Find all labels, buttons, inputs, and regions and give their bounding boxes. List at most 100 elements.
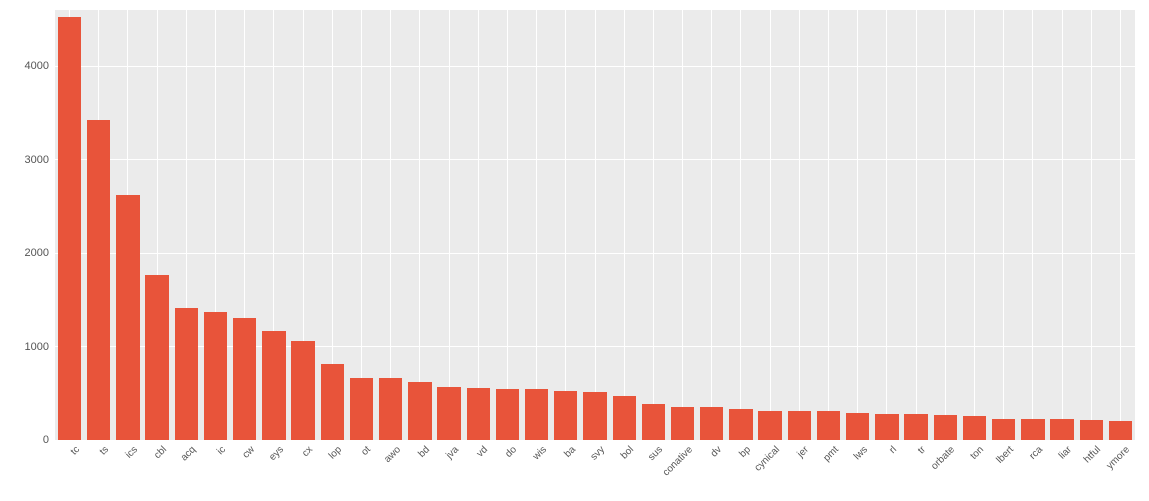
bar	[379, 378, 402, 440]
bar	[934, 415, 957, 440]
y-tick-label: 2000	[25, 247, 55, 259]
x-tick-label: cw	[236, 440, 257, 461]
y-tick-label: 4000	[25, 60, 55, 72]
bar	[58, 17, 81, 440]
x-gridline	[799, 10, 800, 440]
bar	[496, 389, 519, 440]
bar	[262, 331, 285, 440]
x-gridline	[945, 10, 946, 440]
bar	[1080, 420, 1103, 440]
bar	[437, 387, 460, 440]
bar	[729, 409, 752, 440]
x-gridline	[1120, 10, 1121, 440]
x-tick-label: wis	[526, 440, 548, 462]
bar	[350, 378, 373, 440]
x-tick-label: ics	[119, 440, 140, 461]
x-gridline	[770, 10, 771, 440]
bar	[904, 414, 927, 440]
bar	[467, 388, 490, 440]
x-tick-label: cynical	[749, 440, 783, 474]
x-gridline	[653, 10, 654, 440]
y-tick-label: 0	[43, 434, 55, 446]
x-tick-label: htful	[1078, 440, 1103, 465]
x-gridline	[1032, 10, 1033, 440]
bar	[175, 308, 198, 440]
x-tick-label: rca	[1023, 440, 1045, 462]
bar	[1109, 421, 1132, 440]
bar	[963, 416, 986, 440]
x-tick-label: ba	[558, 440, 578, 460]
bar	[291, 341, 314, 440]
x-gridline	[361, 10, 362, 440]
bar	[87, 120, 110, 440]
bar	[875, 414, 898, 440]
bar	[204, 312, 227, 440]
x-gridline	[1003, 10, 1004, 440]
bar	[846, 413, 869, 440]
bar	[525, 389, 548, 440]
x-gridline	[857, 10, 858, 440]
x-tick-label: cx	[296, 440, 315, 459]
x-tick-label: orbate	[925, 440, 957, 472]
bar	[145, 275, 168, 440]
bar	[671, 407, 694, 440]
x-tick-label: bol	[615, 440, 636, 461]
x-gridline	[449, 10, 450, 440]
x-tick-label: bp	[733, 440, 753, 460]
x-tick-label: tc	[64, 440, 82, 458]
x-gridline	[974, 10, 975, 440]
x-tick-label: eys	[263, 440, 286, 463]
bar	[583, 392, 606, 440]
x-tick-label: do	[500, 440, 520, 460]
x-gridline	[624, 10, 625, 440]
x-tick-label: acq	[175, 440, 198, 463]
bar	[1050, 419, 1073, 440]
bar	[788, 411, 811, 440]
x-tick-label: bd	[412, 440, 432, 460]
x-tick-label: jva	[440, 440, 461, 461]
bar	[817, 411, 840, 440]
y-tick-label: 1000	[25, 341, 55, 353]
bar	[642, 404, 665, 440]
x-gridline	[682, 10, 683, 440]
x-gridline	[507, 10, 508, 440]
x-tick-label: tr	[912, 440, 928, 456]
x-gridline	[536, 10, 537, 440]
x-gridline	[478, 10, 479, 440]
x-tick-label: cbl	[148, 440, 169, 461]
bar	[613, 396, 636, 440]
bar	[233, 318, 256, 440]
x-tick-label: ton	[965, 440, 987, 462]
x-tick-label: ts	[93, 440, 111, 458]
x-tick-label: ymore	[1101, 440, 1133, 472]
x-gridline	[595, 10, 596, 440]
x-tick-label: vd	[471, 440, 490, 459]
x-tick-label: pmt	[817, 440, 841, 464]
chart-panel: 01000200030004000tctsicscblacqiccweyscxl…	[55, 10, 1135, 440]
x-tick-label: liar	[1053, 440, 1074, 461]
y-tick-label: 3000	[25, 154, 55, 166]
x-gridline	[711, 10, 712, 440]
x-gridline	[886, 10, 887, 440]
x-tick-label: ic	[210, 440, 227, 457]
x-gridline	[916, 10, 917, 440]
bar	[116, 195, 139, 440]
x-tick-label: lws	[847, 440, 869, 462]
x-gridline	[828, 10, 829, 440]
x-gridline	[419, 10, 420, 440]
bar	[700, 407, 723, 440]
bar	[408, 382, 431, 440]
x-tick-label: ot	[356, 440, 374, 458]
x-tick-label: lop	[323, 440, 344, 461]
x-gridline	[740, 10, 741, 440]
x-tick-label: lbert	[990, 440, 1016, 466]
x-tick-label: jer	[791, 440, 811, 460]
x-tick-label: svy	[584, 440, 607, 463]
x-tick-label: awo	[378, 440, 403, 465]
bar	[758, 411, 781, 440]
bar	[321, 364, 344, 440]
bar	[554, 391, 577, 440]
x-tick-label: dv	[704, 440, 723, 459]
x-tick-label: conative	[656, 440, 694, 478]
x-gridline	[1091, 10, 1092, 440]
